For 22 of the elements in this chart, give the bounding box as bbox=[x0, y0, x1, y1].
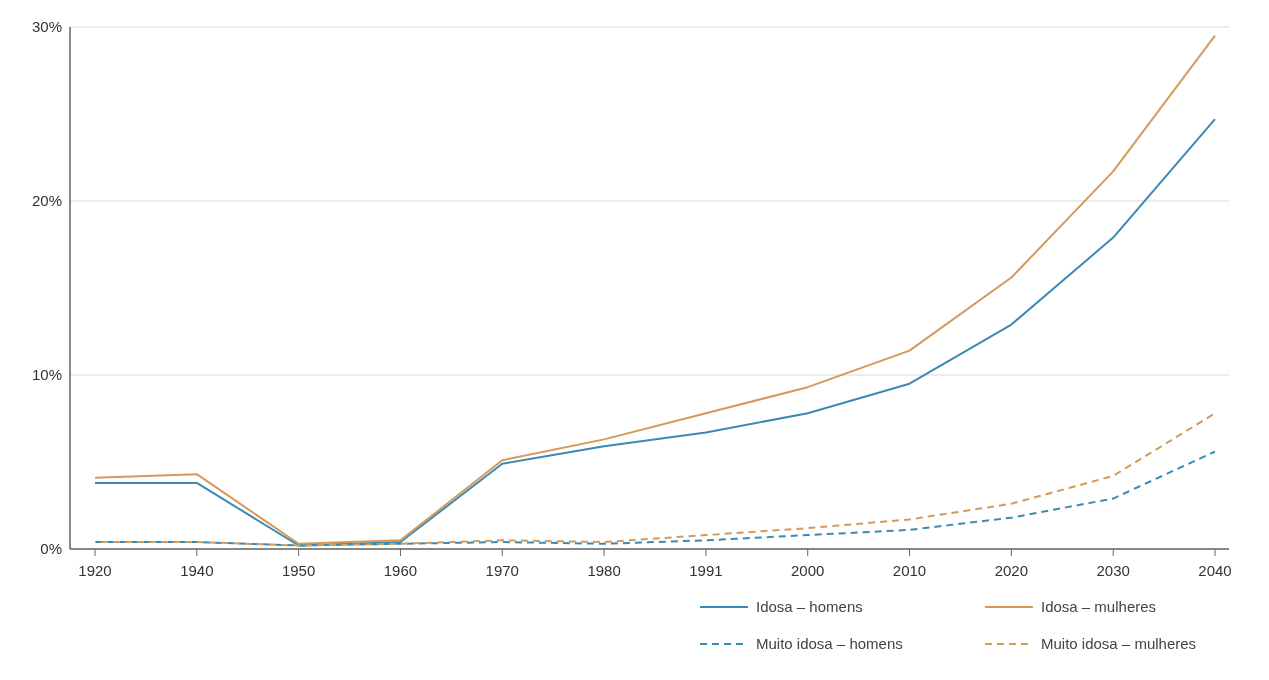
x-tick-label: 1960 bbox=[383, 562, 418, 579]
x-tick-label: 1980 bbox=[587, 562, 621, 579]
legend-label: Idosa – homens bbox=[756, 598, 863, 615]
legend-label: Muito idosa – mulheres bbox=[1041, 635, 1197, 652]
x-tick-label: 2010 bbox=[892, 562, 927, 579]
x-tick-label: 2020 bbox=[994, 562, 1029, 579]
line-series bbox=[94, 34, 1216, 545]
legend-label: Idosa – mulheres bbox=[1041, 598, 1157, 615]
x-tick-label: 1940 bbox=[180, 562, 214, 579]
x-tick-label: 1970 bbox=[485, 562, 519, 579]
y-tick-label: 20% bbox=[31, 192, 62, 209]
y-tick-label: 30% bbox=[31, 18, 62, 35]
y-tick-label: 10% bbox=[31, 366, 62, 383]
x-tick-label: 2000 bbox=[791, 562, 825, 579]
line-series bbox=[94, 118, 1216, 547]
y-tick-label: 0% bbox=[40, 540, 62, 557]
x-tick-label: 1950 bbox=[281, 562, 316, 579]
x-tick-label: 1991 bbox=[689, 562, 723, 579]
legend-label: Muito idosa – homens bbox=[756, 635, 903, 652]
x-tick-label: 1920 bbox=[78, 562, 112, 579]
x-tick-label: 2030 bbox=[1096, 562, 1130, 579]
x-tick-label: 2040 bbox=[1198, 562, 1232, 579]
